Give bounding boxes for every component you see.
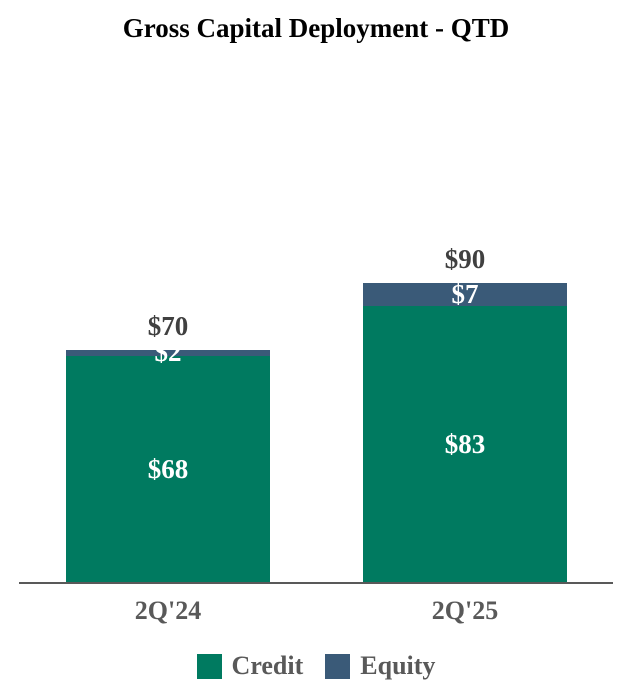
x-axis-label: 2Q'25 <box>431 596 499 625</box>
bar-group: $7 $83 $90 <box>363 246 567 582</box>
bar-total-label: $70 <box>147 310 189 341</box>
legend-item-credit: Credit <box>196 651 304 680</box>
x-axis-line <box>19 582 613 584</box>
chart-title: Gross Capital Deployment - QTD <box>122 13 510 43</box>
bar-segment-credit: $83 <box>363 306 567 582</box>
bar-segment-equity: $2 <box>66 339 270 366</box>
bar-total-label: $90 <box>444 244 486 275</box>
x-axis-label: 2Q'24 <box>134 596 202 625</box>
legend-label: Credit <box>231 651 304 680</box>
segment-value-label: $83 <box>444 428 486 459</box>
legend-swatch-credit <box>196 653 222 679</box>
bar-segment-credit: $68 <box>66 356 270 582</box>
legend-label: Equity <box>360 651 436 680</box>
segment-value-label: $7 <box>451 279 479 310</box>
legend-item-equity: Equity <box>325 652 435 680</box>
segment-value-label: $2 <box>154 337 182 368</box>
segment-value-label: $68 <box>147 453 189 484</box>
bar-segment-equity: $7 <box>363 279 567 310</box>
legend: Credit Equity <box>0 652 632 680</box>
bar-group: $2 $68 $70 <box>66 312 270 582</box>
legend-swatch-equity <box>325 653 351 679</box>
